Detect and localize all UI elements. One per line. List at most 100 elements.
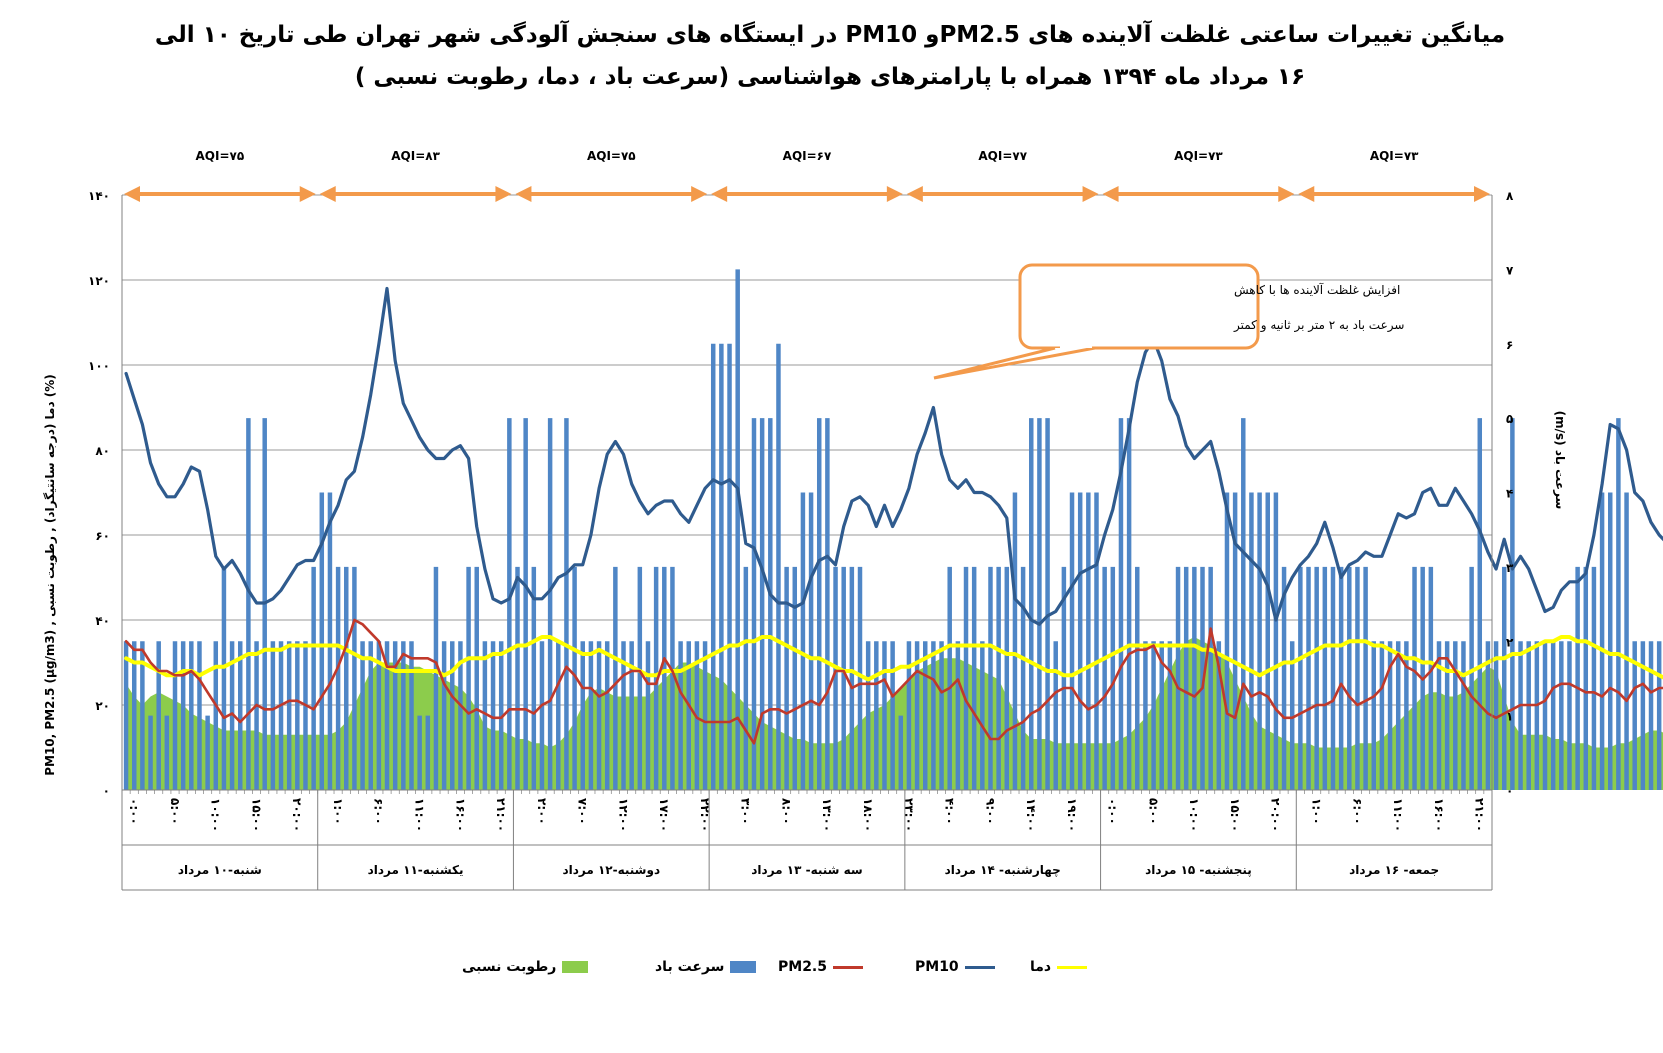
hour-tick-label: ۱۵:۰۰ — [249, 798, 263, 832]
right-tick-label: ۱ — [1506, 710, 1513, 724]
wind-speed-bar — [596, 641, 602, 790]
wind-speed-bar — [409, 641, 414, 790]
annotation-pointer — [933, 346, 1096, 380]
wind-speed-bar — [1444, 641, 1450, 790]
hour-tick-label: ۱۵:۰۰ — [1228, 798, 1242, 832]
wind-speed-bar — [450, 641, 455, 790]
chart-title-line-1: میانگین تغییرات ساعتی غلظت آلاینده های P… — [154, 22, 1506, 48]
hour-tick-label: ۰:۰۰ — [1106, 798, 1120, 825]
hour-tick-label: ۸:۰۰ — [779, 798, 793, 825]
aqi-arrow-head-right — [691, 186, 708, 202]
wind-speed-bar — [1061, 566, 1067, 790]
wind-speed-bar — [816, 418, 822, 790]
wind-speed-bar — [1053, 641, 1058, 790]
wind-speed-bar — [947, 566, 952, 790]
legend-item-pm25: PM2.5 — [778, 955, 863, 979]
wind-speed-bar — [1029, 418, 1034, 790]
wind-speed-bar — [1591, 566, 1597, 790]
wind-speed-bar — [637, 566, 643, 790]
wind-speed-bar — [1436, 641, 1442, 790]
wind-speed-bar — [1567, 641, 1572, 790]
wind-speed-bar — [1575, 566, 1580, 790]
wind-speed-bar — [751, 418, 757, 790]
wind-speed-bar — [621, 641, 626, 790]
wind-speed-bar — [474, 566, 479, 790]
hour-tick-label: ۷:۰۰ — [576, 798, 590, 825]
aqi-arrow-head-right — [886, 186, 903, 202]
legend-swatch-pm25 — [833, 965, 863, 969]
wind-speed-bar — [588, 641, 594, 790]
wind-speed-bar — [368, 641, 373, 790]
hour-tick-label: ۰:۰۰ — [127, 798, 141, 825]
wind-speed-bar — [490, 641, 496, 790]
wind-speed-bar — [1004, 566, 1010, 790]
wind-speed-bar — [221, 566, 227, 790]
left-tick-label: ۰ — [103, 784, 110, 798]
right-axis-label: سرعت باد (m/s) — [1553, 411, 1567, 510]
axes: ۰ ۲۰ ۴۰ ۶۰ ۸۰ ۱۰۰ ۱۲۰ ۱۴۰ ۰ ۱ ۲ ۳ ۴ ۵ ۶ ۷ ۸ ۰:۰۰ ۵:۰۰ ۱۰:۰۰… — [88, 189, 1514, 891]
annotation-line-2: سرعت باد به ۲ متر بر ثانیه و کمتر — [1233, 318, 1404, 333]
day-label: شنبه-۱۰ مرداد — [178, 863, 262, 877]
legend-label-pm25: PM2.5 — [778, 959, 827, 975]
wind-speed-bar — [996, 566, 1001, 790]
wind-speed-bar — [1583, 566, 1589, 790]
left-tick-label: ۱۴۰ — [88, 189, 110, 203]
wind-speed-bar — [392, 641, 398, 790]
aqi-arrow-head-left — [1102, 186, 1119, 202]
legend-swatch-wind-speed — [730, 961, 757, 973]
aqi-arrow-head-left — [319, 186, 336, 202]
chart-title: میانگین تغییرات ساعتی غلظت آلاینده های P… — [150, 14, 1510, 98]
wind-speed-bar — [1241, 418, 1246, 790]
wind-speed-bar — [539, 641, 545, 790]
wind-speed-bar — [466, 566, 471, 790]
hour-tick-label: ۱۷:۰۰ — [657, 798, 671, 832]
hour-tick-label: ۶:۰۰ — [1350, 798, 1364, 825]
wind-speed-bar — [1110, 566, 1116, 790]
left-tick-label: ۲۰ — [95, 699, 110, 713]
pm10-line — [124, 286, 1663, 626]
wind-speed-bar — [189, 641, 194, 790]
wind-speed-bar — [768, 418, 773, 790]
wind-speed-bar — [180, 641, 186, 790]
wind-speed-bar — [295, 641, 300, 790]
aqi-arrow-head-left — [515, 186, 532, 202]
wind-speed-bar — [670, 566, 675, 790]
wind-speed-bar — [417, 715, 422, 790]
wind-speed-bar — [246, 418, 251, 790]
wind-speed-bar — [645, 641, 651, 790]
wind-speed-bar — [1273, 492, 1279, 790]
aqi-label: AQI=۸۳ — [391, 149, 440, 163]
wind-speed-bar — [662, 566, 667, 790]
wind-speed-bar — [507, 418, 512, 790]
wind-speed-bar — [792, 566, 798, 790]
wind-speed-bar — [1012, 492, 1018, 790]
wind-speed-bar — [376, 641, 382, 790]
annotation-box — [1018, 263, 1260, 350]
wind-speed-bar — [849, 566, 855, 790]
wind-speed-bar — [710, 343, 716, 790]
wind-speed-bar — [572, 566, 577, 790]
hour-tick-label: ۲۰:۰۰ — [290, 798, 304, 832]
hour-tick-label: ۱۰:۰۰ — [209, 798, 223, 832]
wind-speed-bar — [727, 343, 732, 790]
wind-speed-bar — [1453, 641, 1458, 790]
aqi-arrow-head-right — [299, 186, 316, 202]
wind-speed-bar — [1501, 566, 1507, 790]
aqi-arrow-head-right — [1474, 186, 1490, 202]
wind-speed-bar — [556, 641, 561, 790]
wind-speed-bar — [1069, 492, 1075, 790]
wind-speed-bar — [1208, 566, 1213, 790]
hour-tick-label: ۳:۰۰ — [739, 798, 753, 825]
wind-speed-bar — [482, 641, 488, 790]
wind-speed-bar — [1216, 641, 1222, 790]
hour-tick-label: ۱۶:۰۰ — [453, 798, 467, 832]
wind-speed-bar — [164, 715, 170, 790]
wind-speed-bar — [156, 641, 161, 790]
wind-speed-bar — [1379, 641, 1385, 790]
wind-speed-bar — [1037, 418, 1042, 790]
wind-speed-bar — [1616, 418, 1621, 790]
wind-speed-bar — [865, 641, 871, 790]
aqi-arrows: AQI=۷۵ AQI=۸۳ AQI=۷۵ AQI=۶۷ AQI=۷۷ AQI=۷۳ AQI=… — [124, 149, 1490, 202]
wind-speed-bar — [1020, 566, 1026, 790]
hour-tick-label: ۱۹:۰۰ — [1065, 798, 1079, 832]
